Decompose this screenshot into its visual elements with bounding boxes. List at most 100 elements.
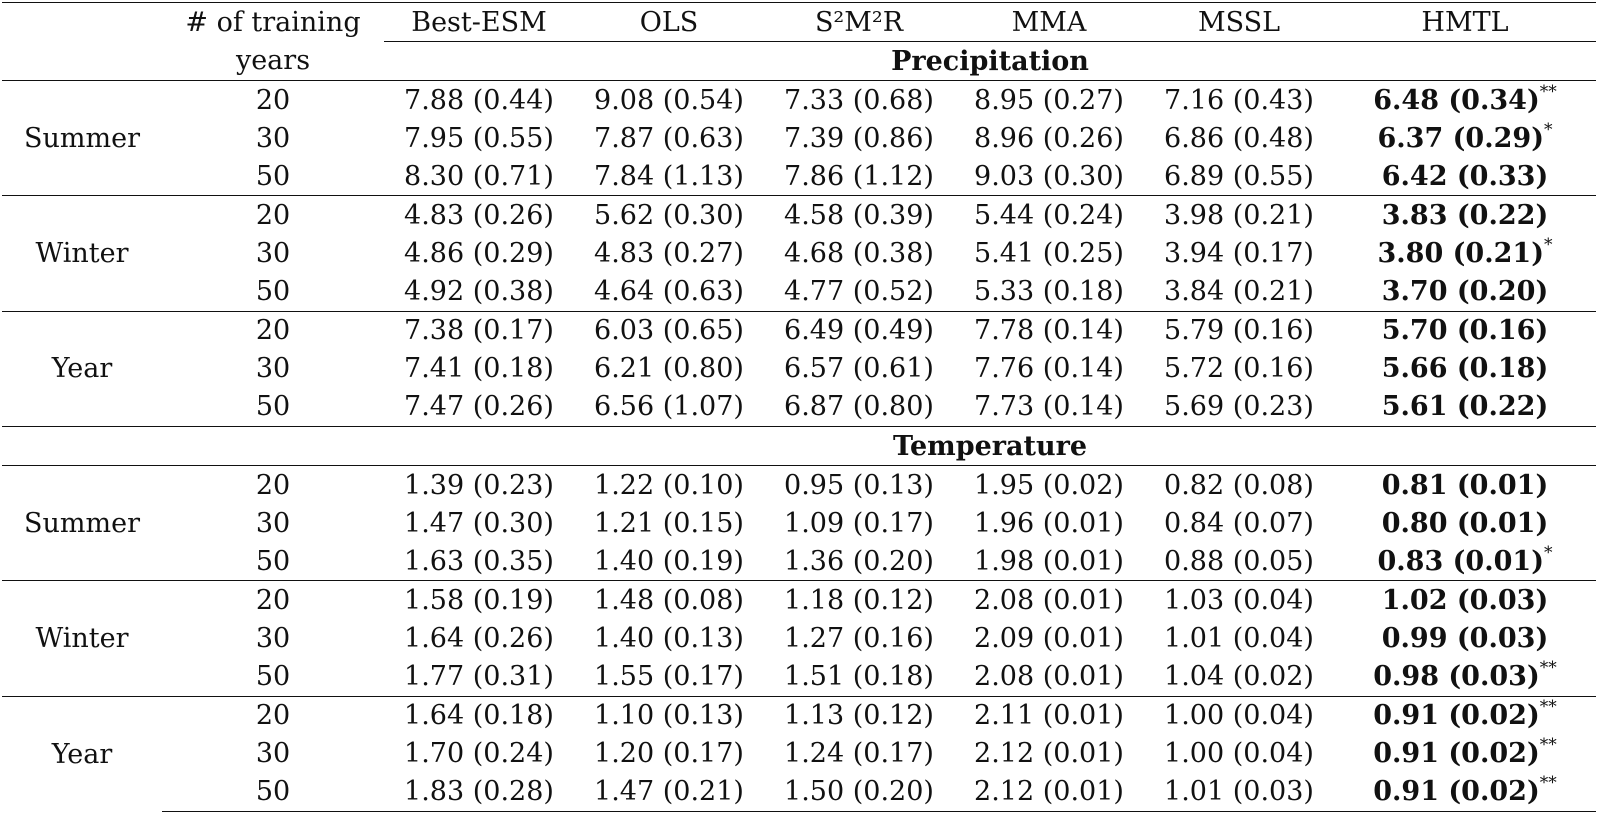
significance-mark: * (1543, 235, 1553, 256)
value-cell: 5.79 (0.16) (1144, 310, 1334, 350)
method-header-ols: OLS (574, 1, 764, 43)
section-title: Temperature (384, 426, 1596, 466)
best-value: 0.99 (0.03) (1381, 623, 1549, 655)
training-years-cell: 20 (162, 80, 384, 120)
value-cell: 4.83 (0.26) (384, 195, 574, 235)
value-cell: 1.04 (0.02) (1164, 661, 1314, 693)
header-row: # of training Best-ESM OLS S²M²R MMA MSS… (2, 1, 1596, 43)
best-value: 0.80 (0.01) (1381, 507, 1549, 539)
value-cell: 5.41 (0.25) (974, 238, 1124, 270)
table-row: 30 7.95 (0.55) 7.87 (0.63) 7.39 (0.86) 8.96 … (2, 119, 1596, 157)
value-cell: 1.09 (0.17) (784, 507, 934, 539)
season-label: Winter (2, 195, 162, 312)
value-cell: 3.98 (0.21) (1144, 195, 1334, 235)
hmtl-value-cell: 0.91 (0.02)** (1334, 695, 1596, 735)
value-cell: 1.24 (0.17) (784, 738, 934, 770)
significance-mark: ** (1539, 658, 1557, 679)
value-cell: 7.33 (0.68) (764, 80, 954, 120)
value-cell: 0.88 (0.05) (1164, 545, 1314, 577)
value-cell: 4.92 (0.38) (404, 276, 554, 308)
value-cell: 1.98 (0.01) (974, 545, 1124, 577)
value-cell: 7.16 (0.43) (1144, 80, 1334, 120)
value-cell: 8.30 (0.71) (404, 160, 554, 192)
table-row: Winter 20 1.58 (0.19) 1.48 (0.08) 1.18 (0.12… (2, 580, 1596, 697)
hmtl-value-cell: 0.80 (0.01) (1334, 504, 1596, 542)
table-row: 30 1.70 (0.24) 1.20 (0.17) 1.24 (0.17) 2.12 … (2, 735, 1596, 773)
hmtl-value-cell: 5.70 (0.16) (1334, 310, 1596, 350)
value-cell: 1.36 (0.20) (784, 545, 934, 577)
hmtl-value-cell: 0.91 (0.02)** (1334, 735, 1596, 773)
value-cell: 1.77 (0.31) (404, 661, 554, 693)
value-cell: 1.21 (0.15) (594, 507, 744, 539)
value-cell: 6.87 (0.80) (784, 391, 934, 423)
best-value: 0.91 (0.02) (1373, 776, 1540, 808)
best-value: 0.91 (0.02) (1373, 700, 1540, 732)
value-cell: 0.84 (0.07) (1164, 507, 1314, 539)
method-header-hmtl: HMTL (1334, 1, 1596, 43)
value-cell: 1.96 (0.01) (974, 507, 1124, 539)
value-cell: 1.70 (0.24) (404, 738, 554, 770)
training-years-cell: 30 (255, 623, 291, 655)
significance-mark: ** (1539, 735, 1557, 756)
best-value: 6.48 (0.34) (1373, 84, 1540, 116)
value-cell: 2.08 (0.01) (974, 661, 1124, 693)
significance-mark: * (1543, 119, 1553, 140)
value-cell: 7.76 (0.14) (974, 353, 1124, 385)
significance-mark: ** (1539, 697, 1557, 718)
value-cell: 6.56 (1.07) (594, 391, 744, 423)
value-cell: 7.73 (0.14) (974, 391, 1124, 423)
training-years-cell: 50 (162, 772, 384, 812)
value-cell: 1.95 (0.02) (954, 465, 1144, 505)
value-cell: 6.86 (0.48) (1164, 122, 1314, 154)
season-label: Year (2, 695, 162, 812)
value-cell: 7.84 (1.13) (594, 160, 744, 192)
value-cell: 1.03 (0.04) (1144, 580, 1334, 620)
training-years-header: # of training (162, 1, 384, 42)
value-cell: 1.20 (0.17) (594, 738, 744, 770)
value-cell: 2.09 (0.01) (974, 623, 1124, 655)
training-years-cell: 50 (255, 160, 291, 192)
value-cell: 5.72 (0.16) (1164, 353, 1314, 385)
value-cell: 7.78 (0.14) (954, 310, 1144, 350)
training-years-cell: 20 (162, 465, 384, 505)
hmtl-value-cell: 0.81 (0.01) (1334, 465, 1596, 505)
best-value: 5.70 (0.16) (1381, 315, 1549, 347)
training-years-cell: 50 (255, 276, 291, 308)
table-row: 30 7.41 (0.18) 6.21 (0.80) 6.57 (0.61) 7.76 … (2, 350, 1596, 388)
value-cell: 0.95 (0.13) (764, 465, 954, 505)
value-cell: 1.58 (0.19) (384, 580, 574, 620)
hmtl-value-cell: 6.48 (0.34)** (1334, 80, 1596, 120)
training-years-cell: 30 (255, 122, 291, 154)
value-cell: 1.18 (0.12) (764, 580, 954, 620)
significance-mark: * (1543, 542, 1553, 563)
hmtl-value-cell: 6.37 (0.29)* (1334, 119, 1596, 157)
value-cell: 4.83 (0.27) (594, 238, 744, 270)
best-value: 3.80 (0.21) (1377, 238, 1544, 270)
table-row: Winter 20 4.83 (0.26) 5.62 (0.30) 4.58 (0.39… (2, 195, 1596, 312)
value-cell: 5.33 (0.18) (974, 276, 1124, 308)
training-years-cell: 50 (255, 391, 291, 423)
best-value: 1.02 (0.03) (1381, 584, 1549, 616)
value-cell: 6.21 (0.80) (594, 353, 744, 385)
value-cell: 1.55 (0.17) (594, 661, 744, 693)
value-cell: 1.40 (0.13) (594, 623, 744, 655)
value-cell: 6.49 (0.49) (764, 310, 954, 350)
method-header-best-esm: Best-ESM (384, 1, 574, 43)
value-cell: 3.94 (0.17) (1164, 238, 1314, 270)
value-cell: 4.68 (0.38) (784, 238, 934, 270)
value-cell: 1.13 (0.12) (764, 695, 954, 735)
table-row: 50 1.83 (0.28) 1.47 (0.21) 1.50 (0.20) 2.12 … (2, 772, 1596, 812)
hmtl-value-cell: 3.83 (0.22) (1334, 195, 1596, 235)
value-cell: 7.86 (1.12) (784, 160, 934, 192)
best-value: 6.37 (0.29) (1377, 122, 1544, 154)
value-cell: 1.10 (0.13) (574, 695, 764, 735)
table-row: 50 1.77 (0.31) 1.55 (0.17) 1.51 (0.18) 2.08 … (2, 658, 1596, 697)
best-value: 0.81 (0.01) (1381, 469, 1549, 501)
value-cell: 0.82 (0.08) (1144, 465, 1334, 505)
training-years-cell: 20 (162, 310, 384, 350)
hmtl-value-cell: 1.02 (0.03) (1334, 580, 1596, 620)
value-cell: 1.27 (0.16) (784, 623, 934, 655)
value-cell: 5.62 (0.30) (574, 195, 764, 235)
best-value: 0.83 (0.01) (1377, 545, 1544, 577)
section-header-temperature: Temperature (2, 426, 1596, 466)
